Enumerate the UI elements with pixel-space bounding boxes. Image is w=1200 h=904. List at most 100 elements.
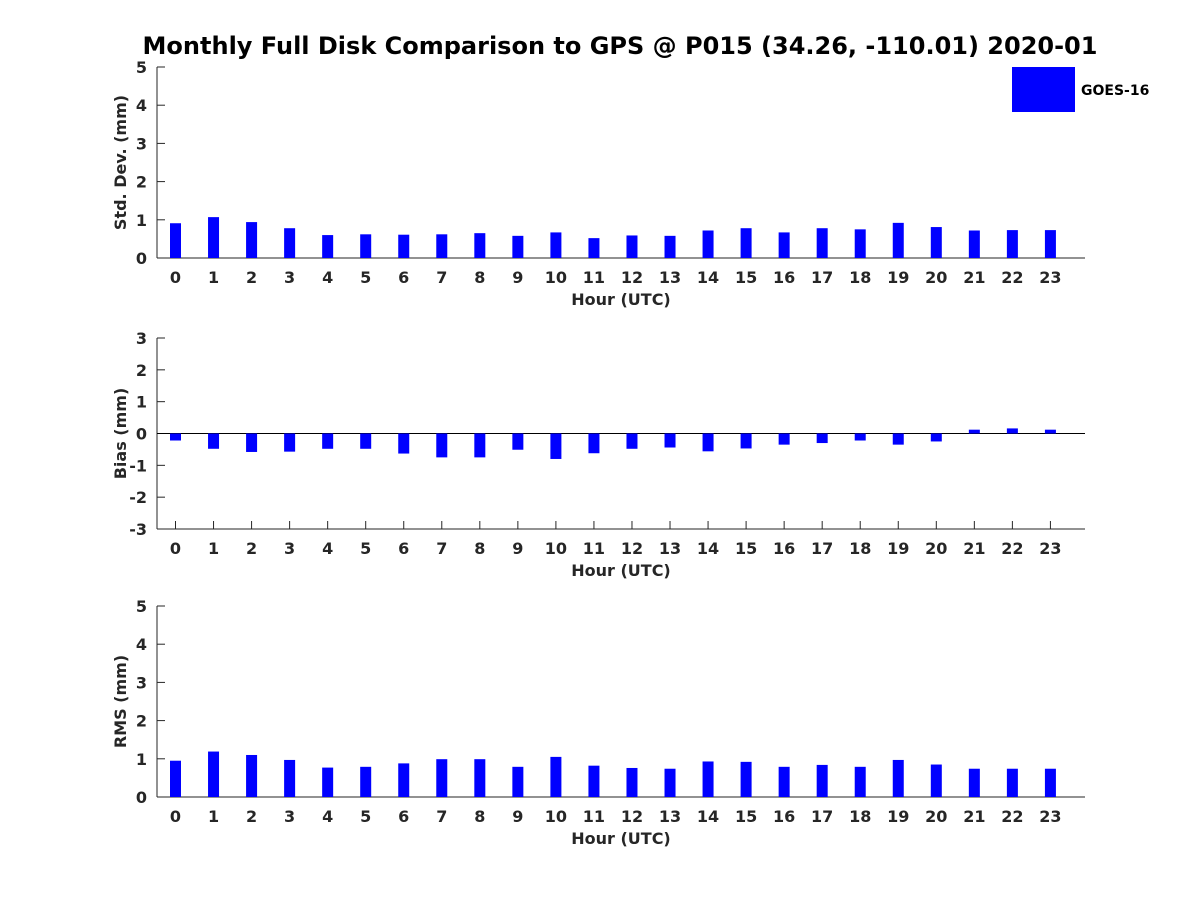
bar-hour-1 [208, 217, 220, 258]
x-tick-label: 14 [697, 539, 719, 558]
x-tick-label: 18 [849, 807, 871, 826]
x-tick-label: 11 [583, 268, 605, 287]
bar-hour-23 [1044, 230, 1056, 258]
bar-hour-0 [170, 223, 181, 258]
x-tick-label: 17 [811, 268, 833, 287]
bar-hour-2 [246, 754, 258, 797]
x-tick-label: 2 [246, 539, 257, 558]
bar-hour-12 [626, 235, 638, 258]
x-tick-label: 15 [735, 539, 757, 558]
x-tick-label: 22 [1001, 807, 1023, 826]
x-tick-label: 1 [208, 539, 219, 558]
bar-hour-17 [816, 433, 828, 444]
x-tick-label: 15 [735, 807, 757, 826]
x-tick-label: 11 [583, 539, 605, 558]
x-tick-label: 13 [659, 807, 681, 826]
bar-hour-20 [930, 227, 942, 258]
y-tick-label: 2 [136, 361, 147, 380]
bar-hour-10 [550, 756, 562, 797]
x-tick-label: 14 [697, 268, 719, 287]
x-tick-label: 16 [773, 539, 795, 558]
bar-hour-3 [284, 433, 296, 452]
bar-hour-21 [968, 429, 980, 434]
bar-hour-8 [474, 233, 486, 258]
y-tick-label: 4 [136, 635, 147, 654]
x-tick-label: 3 [284, 807, 295, 826]
x-tick-label: 7 [436, 268, 447, 287]
x-tick-label: 19 [887, 539, 909, 558]
y-tick-label: 2 [136, 712, 147, 731]
y-tick-label: 3 [136, 134, 147, 153]
bar-hour-14 [702, 433, 714, 452]
bar-hour-13 [664, 433, 676, 448]
bar-hour-16 [778, 232, 790, 258]
x-tick-label: 10 [545, 807, 567, 826]
bar-hour-11 [588, 433, 600, 454]
bar-hour-3 [284, 759, 296, 797]
bar-hour-15 [740, 228, 752, 258]
x-tick-label: 0 [170, 539, 181, 558]
bar-hour-19 [892, 759, 904, 797]
x-tick-label: 5 [360, 268, 371, 287]
x-tick-label: 2 [246, 807, 257, 826]
bar-hour-19 [892, 433, 904, 445]
bar-hour-21 [968, 768, 980, 797]
x-tick-label: 13 [659, 539, 681, 558]
y-tick-label: 0 [136, 249, 147, 268]
bar-hour-0 [170, 433, 181, 441]
bar-hour-7 [436, 234, 448, 258]
x-tick-label: 5 [360, 807, 371, 826]
y-tick-label: 3 [136, 329, 147, 348]
bar-hour-13 [664, 235, 676, 258]
bar-hour-22 [1006, 428, 1018, 434]
y-tick-label: 1 [136, 211, 147, 230]
bar-hour-5 [360, 433, 372, 449]
x-tick-label: 6 [398, 268, 409, 287]
bar-hour-14 [702, 761, 714, 797]
x-tick-label: 0 [170, 807, 181, 826]
bar-hour-4 [322, 767, 334, 797]
legend: GOES-16 [1012, 67, 1149, 112]
bar-hour-4 [322, 433, 334, 449]
x-tick-label: 19 [887, 807, 909, 826]
bar-hour-7 [436, 433, 448, 458]
bar-hour-3 [284, 228, 296, 258]
bar-hour-6 [398, 763, 410, 797]
bar-hour-22 [1006, 768, 1018, 797]
bar-hour-6 [398, 433, 410, 454]
y-tick-label: -1 [129, 456, 147, 475]
x-tick-label: 21 [963, 807, 985, 826]
x-tick-label: 1 [208, 807, 219, 826]
x-tick-label: 17 [811, 807, 833, 826]
y-tick-label: 2 [136, 173, 147, 192]
x-tick-label: 12 [621, 268, 643, 287]
x-tick-label: 17 [811, 539, 833, 558]
x-tick-label: 23 [1039, 539, 1061, 558]
x-axis-label: Hour (UTC) [571, 290, 671, 309]
bar-hour-11 [588, 238, 600, 258]
x-tick-label: 20 [925, 268, 947, 287]
y-tick-label: 1 [136, 750, 147, 769]
bar-hour-0 [170, 760, 181, 797]
bar-hour-17 [816, 764, 828, 797]
bar-hour-2 [246, 433, 258, 452]
x-tick-label: 0 [170, 268, 181, 287]
bar-hour-17 [816, 228, 828, 258]
x-tick-label: 9 [512, 539, 523, 558]
x-tick-label: 5 [360, 539, 371, 558]
y-tick-label: 3 [136, 673, 147, 692]
x-tick-label: 19 [887, 268, 909, 287]
y-tick-label: 5 [136, 597, 147, 616]
bar-hour-2 [246, 222, 258, 258]
x-tick-label: 9 [512, 807, 523, 826]
y-tick-label: 0 [136, 425, 147, 444]
x-tick-label: 8 [474, 807, 485, 826]
x-tick-label: 12 [621, 539, 643, 558]
y-tick-label: 4 [136, 96, 147, 115]
x-tick-label: 6 [398, 539, 409, 558]
x-tick-label: 16 [773, 268, 795, 287]
bar-hour-9 [512, 235, 524, 258]
x-tick-label: 8 [474, 268, 485, 287]
